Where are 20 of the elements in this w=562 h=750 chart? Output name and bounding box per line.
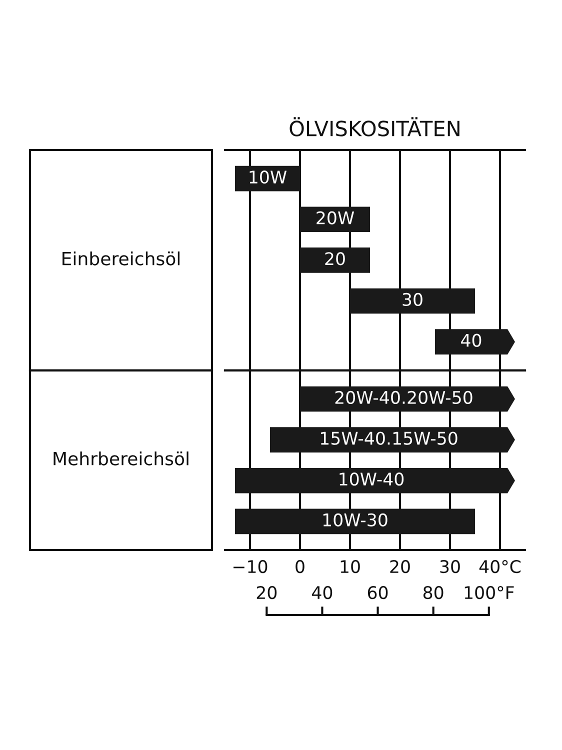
x-tick-label: 30 bbox=[440, 560, 460, 574]
y-tick-label: 20W bbox=[316, 211, 354, 224]
y-tick-label: 15W-40.15W-50 bbox=[320, 432, 458, 445]
y-tick-label: 10W-30 bbox=[323, 513, 388, 526]
x-tick-label: −10 bbox=[234, 560, 268, 574]
y-tick-label: 10W-40 bbox=[340, 472, 404, 486]
y-tick-label: 20W-40.20W-50 bbox=[335, 390, 472, 404]
x2-tick-label: 20 bbox=[256, 586, 277, 600]
x-tick-label: 40°C bbox=[479, 560, 521, 574]
x2-tick-label: 100°F bbox=[464, 586, 514, 600]
y-axis-title: Mehrbereichsöl bbox=[54, 451, 188, 466]
y-tick-label: 10W bbox=[250, 170, 287, 184]
x2-tick-label: 80 bbox=[423, 586, 444, 600]
x2-tick-label: 60 bbox=[368, 586, 388, 600]
y-tick-label: 20 bbox=[325, 252, 345, 266]
x-tick-label: 0 bbox=[296, 560, 304, 574]
x-tick-label: 10 bbox=[340, 560, 360, 574]
y-axis-title: Einbereichsöl bbox=[62, 251, 180, 266]
chart-title: ÖLVISKOSITÄTEN bbox=[290, 117, 460, 136]
x2-tick-label: 40 bbox=[312, 586, 332, 600]
